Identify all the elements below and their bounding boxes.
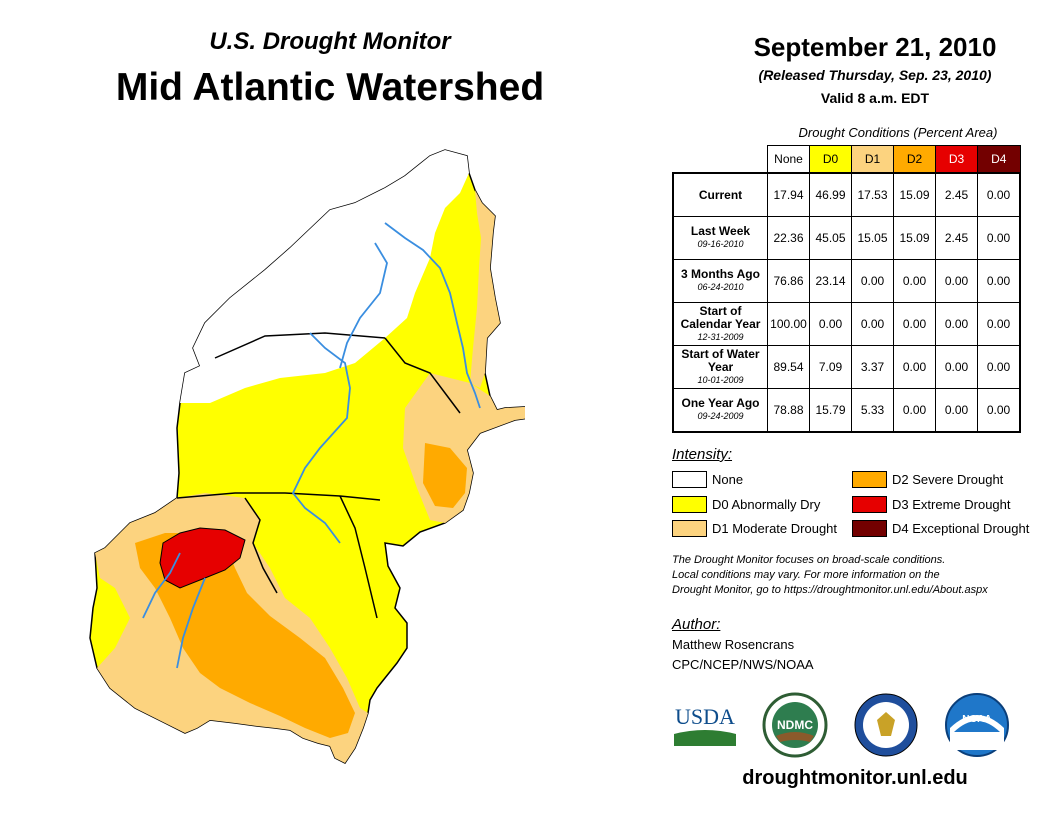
col-header-d4: D4 [977,145,1021,174]
map-region-d2-nj [423,443,467,508]
legend-item-d0: D0 Abnormally Dry [672,496,820,513]
cell-value: 15.09 [893,216,936,260]
table-row-last-week: Last Week 09-16-2010 22.36 45.05 15.05 15… [672,216,1021,260]
legend-swatch [852,496,887,513]
ndmc-logo: NDMC [762,692,828,758]
col-header-d2: D2 [893,145,936,174]
cell-value: 15.05 [851,216,894,260]
legend-title: Intensity: [672,446,733,463]
cell-value: 100.00 [767,302,810,346]
cell-value: 2.45 [935,216,978,260]
cell-value: 17.94 [767,172,810,217]
cell-value: 0.00 [893,259,936,303]
row-label: Last Week 09-16-2010 [672,216,768,260]
legend-item-d2: D2 Severe Drought [852,471,1003,488]
map-region-d1-east [470,190,500,388]
table-row-one-year-ago: One Year Ago 09-24-2009 78.88 15.79 5.33 … [672,388,1021,433]
row-label: One Year Ago 09-24-2009 [672,388,768,433]
cell-value: 5.33 [851,388,894,433]
drought-map [89,149,525,764]
cell-value: 0.00 [977,216,1021,260]
table-row-start-of-water-year: Start of Water Year 10-01-2009 89.54 7.09… [672,345,1021,389]
svg-text:NOAA: NOAA [962,714,991,725]
cell-value: 0.00 [893,302,936,346]
table-row-current: Current 17.94 46.99 17.53 15.09 2.45 0.0… [672,172,1021,217]
cell-value: 23.14 [809,259,852,303]
legend-swatch [672,496,707,513]
cell-value: 0.00 [809,302,852,346]
author-heading: Author: [672,616,721,633]
author-name: Matthew Rosencrans [672,637,795,652]
cell-value: 0.00 [893,345,936,389]
cell-value: 45.05 [809,216,852,260]
svg-text:NDMC: NDMC [777,718,813,732]
cell-value: 89.54 [767,345,810,389]
author-org: CPC/NCEP/NWS/NOAA [672,657,814,672]
cell-value: 0.00 [935,345,978,389]
website-link[interactable]: droughtmonitor.unl.edu [742,767,968,789]
cell-value: 0.00 [935,259,978,303]
table-row-start-of-calendar-year: Start of Calendar Year 12-31-2009 100.00 … [672,302,1021,346]
cell-value: 0.00 [893,388,936,433]
map-region-d3 [159,527,246,589]
rivers [142,222,481,669]
svg-text:USDA: USDA [675,704,735,729]
cell-value: 0.00 [977,388,1021,433]
cell-value: 46.99 [809,172,852,217]
legend-swatch [672,520,707,537]
legend-swatch [672,471,707,488]
cell-value: 15.09 [893,172,936,217]
cell-value: 0.00 [851,259,894,303]
table-caption: Drought Conditions (Percent Area) [798,125,998,140]
cell-value: 22.36 [767,216,810,260]
col-header-d3: D3 [935,145,978,174]
valid-time: Valid 8 a.m. EDT [820,90,930,106]
release-date: (Released Thursday, Sep. 23, 2010) [758,67,992,83]
row-label: Start of Calendar Year 12-31-2009 [672,302,768,346]
cell-value: 0.00 [977,345,1021,389]
cell-value: 76.86 [767,259,810,303]
cell-value: 7.09 [809,345,852,389]
col-header-d1: D1 [851,145,894,174]
legend-item-none: None [672,471,743,488]
state-boundaries [176,332,461,619]
legend-swatch [852,520,887,537]
map-region-none [180,150,469,403]
cell-value: 0.00 [851,302,894,346]
cell-value: 0.00 [977,302,1021,346]
cell-value: 3.37 [851,345,894,389]
map-date: September 21, 2010 [753,32,997,62]
drought-conditions-table: None D0 D1 D2 D3 D4 Current 17.94 46.99 … [672,145,1021,433]
row-label: 3 Months Ago 06-24-2010 [672,259,768,303]
cell-value: 0.00 [935,388,978,433]
legend-item-d4: D4 Exceptional Drought [852,520,1029,537]
usda-logo: USDA [674,704,736,746]
legend-item-d1: D1 Moderate Drought [672,520,837,537]
cell-value: 0.00 [977,172,1021,217]
cell-value: 17.53 [851,172,894,217]
row-label: Start of Water Year 10-01-2009 [672,345,768,389]
cell-value: 2.45 [935,172,978,217]
map-subtitle: U.S. Drought Monitor [209,28,451,55]
noaa-logo: NOAA [945,693,1009,757]
cell-value: 15.79 [809,388,852,433]
col-header-d0: D0 [809,145,852,174]
row-label: Current [672,172,768,217]
table-row-3-months-ago: 3 Months Ago 06-24-2010 76.86 23.14 0.00 … [672,259,1021,303]
drought-monitor-note: The Drought Monitor focuses on broad-sca… [672,554,988,596]
cell-value: 78.88 [767,388,810,433]
cell-value: 0.00 [935,302,978,346]
legend-item-d3: D3 Extreme Drought [852,496,1011,513]
col-header-none: None [767,145,810,174]
department-seal-logo [854,693,918,757]
map-title: Mid Atlantic Watershed [115,66,545,109]
legend-swatch [852,471,887,488]
cell-value: 0.00 [977,259,1021,303]
